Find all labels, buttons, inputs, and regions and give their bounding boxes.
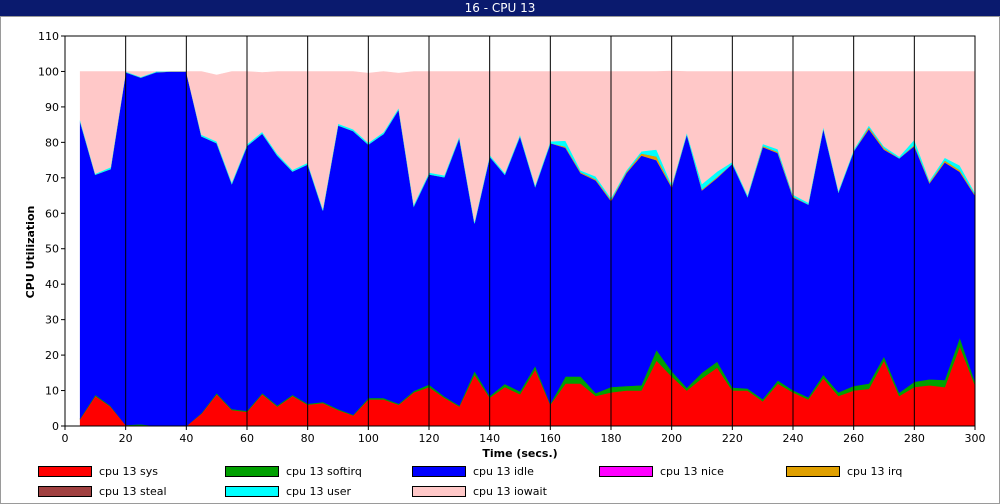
x-tick-label: 280 <box>904 432 925 445</box>
x-tick-label: 240 <box>783 432 804 445</box>
legend-label: cpu 13 nice <box>660 465 724 478</box>
y-tick-label: 30 <box>45 314 59 327</box>
x-tick-label: 140 <box>479 432 500 445</box>
plot-border <box>64 35 976 427</box>
legend-label: cpu 13 steal <box>99 485 167 498</box>
x-tick-label: 60 <box>240 432 254 445</box>
x-tick-labels: 0 20 40 60 80 100 120 140 160 180 200 220 240 260 280 3… <box>62 426 986 445</box>
legend-label: cpu 13 user <box>286 485 351 498</box>
x-tick-label: 300 <box>965 432 986 445</box>
y-tick-label: 80 <box>45 136 59 149</box>
x-tick-label: 160 <box>540 432 561 445</box>
grid-lines <box>125 36 915 426</box>
legend-swatch <box>38 466 92 477</box>
legend-label: cpu 13 irq <box>847 465 903 478</box>
y-tick-label: 90 <box>45 101 59 114</box>
legend-swatch <box>412 486 466 497</box>
legend-swatch <box>412 466 466 477</box>
x-tick-label: 80 <box>301 432 315 445</box>
x-tick-label: 100 <box>358 432 379 445</box>
y-tick-label: 100 <box>38 65 59 78</box>
chart-frame: 0 10 20 30 40 50 60 70 80 90 100 110 0 20 40 60 80 100 12… <box>0 16 1000 504</box>
y-tick-label: 110 <box>38 30 59 43</box>
legend-label: cpu 13 iowait <box>473 485 547 498</box>
legend-swatch <box>225 466 279 477</box>
y-tick-labels: 0 10 20 30 40 50 60 70 80 90 100 110 <box>38 30 65 433</box>
y-tick-label: 20 <box>45 349 59 362</box>
x-axis-label: Time (secs.) <box>482 447 557 460</box>
x-tick-label: 180 <box>601 432 622 445</box>
y-tick-label: 50 <box>45 243 59 256</box>
y-tick-label: 70 <box>45 172 59 185</box>
legend-label: cpu 13 sys <box>99 465 158 478</box>
legend-label: cpu 13 idle <box>473 465 534 478</box>
x-tick-label: 120 <box>419 432 440 445</box>
x-tick-label: 260 <box>843 432 864 445</box>
y-tick-label: 0 <box>52 420 59 433</box>
x-tick-label: 220 <box>722 432 743 445</box>
y-tick-label: 60 <box>45 207 59 220</box>
y-tick-label: 40 <box>45 278 59 291</box>
x-tick-label: 200 <box>661 432 682 445</box>
legend-swatch <box>38 486 92 497</box>
axes <box>64 35 976 427</box>
x-tick-label: 40 <box>179 432 193 445</box>
legend-label: cpu 13 softirq <box>286 465 362 478</box>
y-tick-label: 10 <box>45 385 59 398</box>
legend-swatch <box>786 466 840 477</box>
legend-swatch <box>225 486 279 497</box>
x-tick-label: 0 <box>62 432 69 445</box>
legend-swatch <box>599 466 653 477</box>
cpu-utilization-chart: 0 10 20 30 40 50 60 70 80 90 100 110 0 20 40 60 80 100 12… <box>24 30 986 460</box>
window-title: 16 - CPU 13 <box>0 0 1000 16</box>
series-areas <box>79 70 976 427</box>
x-tick-label: 20 <box>119 432 133 445</box>
y-axis-label: CPU Utilization <box>24 206 37 299</box>
